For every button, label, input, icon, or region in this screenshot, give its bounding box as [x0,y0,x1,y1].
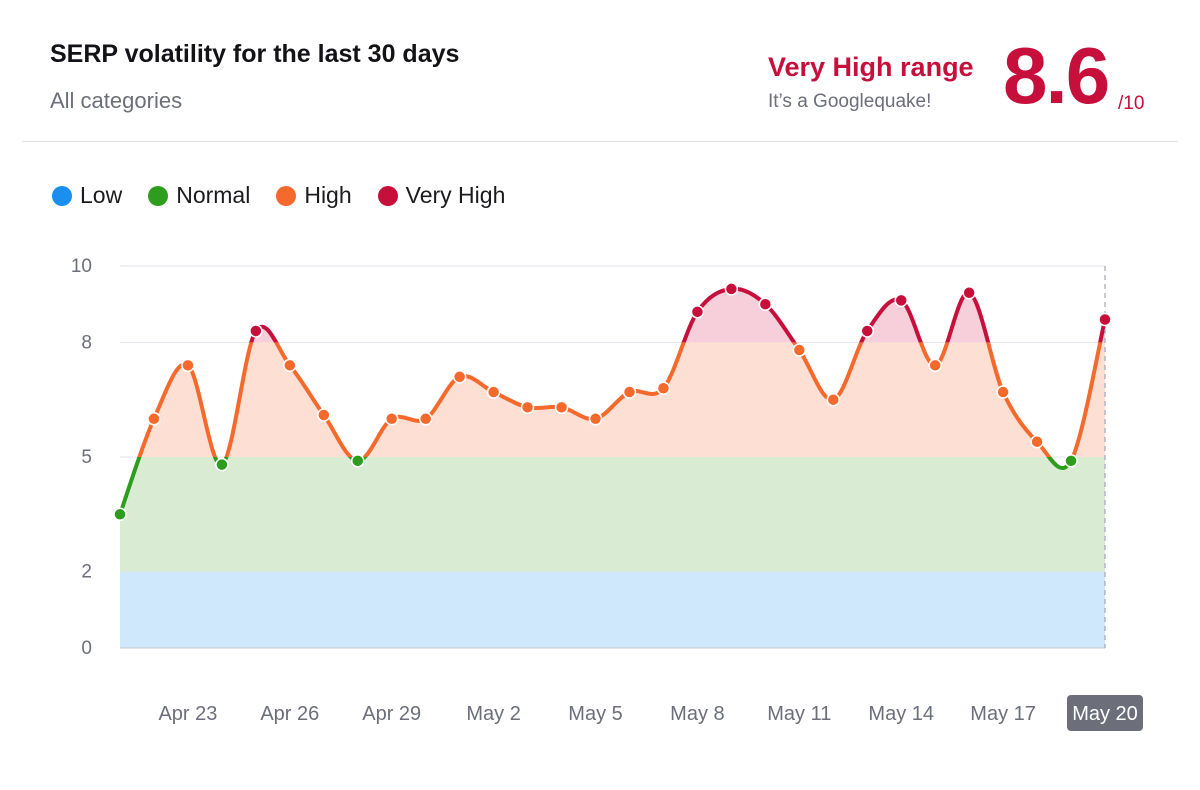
data-point[interactable] [520,400,535,415]
data-point[interactable] [860,324,874,338]
legend: Low Normal High Very High [52,182,505,209]
legend-item-high[interactable]: High [276,182,352,209]
y-tick-label: 0 [81,638,92,659]
legend-item-low[interactable]: Low [52,182,122,209]
data-point[interactable] [486,385,501,399]
data-point[interactable] [996,385,1010,399]
score-max: /10 [1118,93,1145,114]
series-line-high [137,342,1103,457]
range-label: Very High range [768,52,974,82]
x-tick-label: May 20 [1072,703,1138,725]
y-tick-label: 8 [81,332,92,353]
data-point[interactable] [826,392,841,407]
data-point[interactable] [554,400,569,415]
legend-swatch-low [52,185,72,206]
data-point[interactable] [792,343,807,357]
chart-title: SERP volatility for the last 30 days [50,40,460,68]
legend-swatch-very-high [377,185,398,206]
x-tick-label: May 17 [970,703,1036,725]
data-point[interactable] [317,408,331,422]
legend-label-normal: Normal [176,182,251,208]
data-point[interactable] [1064,454,1078,468]
data-point[interactable] [283,358,297,373]
data-point[interactable] [384,412,399,426]
area-fill [120,288,1105,648]
data-point[interactable] [758,297,773,311]
data-point[interactable] [928,358,942,373]
x-tick-label: Apr 26 [260,703,319,725]
data-point[interactable] [452,370,467,384]
y-tick-label: 10 [71,256,92,277]
data-point[interactable] [215,457,229,472]
legend-label-low: Low [80,182,123,208]
x-tick-label: May 8 [670,703,724,725]
legend-swatch-normal [148,185,169,206]
x-tick-label: May 2 [466,703,520,725]
area-band-high [120,342,1105,457]
legend-swatch-high [276,185,297,206]
score-value: 8.6 [1003,31,1110,120]
data-point[interactable] [1030,434,1044,449]
x-tick-label: Apr 29 [362,703,421,725]
y-tick-label: 2 [81,562,92,583]
data-point[interactable] [724,282,739,296]
data-point[interactable] [418,412,433,426]
range-quip: It’s a Googlequake! [768,91,932,112]
x-tick-label: May 11 [767,703,831,725]
data-point[interactable] [656,381,671,395]
data-point[interactable] [622,385,637,399]
area-band-normal [120,457,1105,572]
area-band-low [120,571,1105,648]
y-tick-label: 5 [81,447,92,468]
data-point[interactable] [351,454,365,468]
legend-item-normal[interactable]: Normal [148,182,250,209]
data-point[interactable] [588,412,603,426]
data-point[interactable] [113,507,127,522]
data-point[interactable] [249,324,263,338]
legend-item-very-high[interactable]: Very High [377,182,506,209]
legend-label-very-high: Very High [405,182,506,208]
x-tick-label: May 14 [868,703,934,725]
x-tick-label: May 5 [568,703,622,725]
data-point[interactable] [894,293,908,308]
data-point[interactable] [181,358,195,373]
legend-label-high: High [304,182,352,208]
header-divider [22,141,1178,142]
data-point[interactable] [1098,312,1112,327]
x-tick-label: Apr 23 [158,703,217,725]
selected-x-label-bg [1067,695,1143,731]
data-point[interactable] [147,412,161,426]
data-point[interactable] [962,285,976,300]
chart-subtitle: All categories [50,88,183,113]
data-point[interactable] [690,305,705,319]
